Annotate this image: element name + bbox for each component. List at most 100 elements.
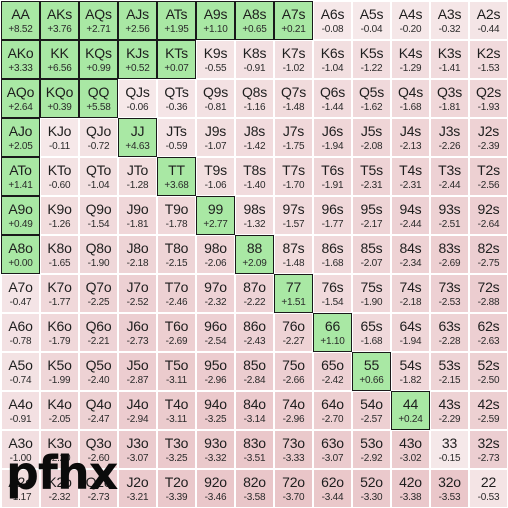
hand-cell[interactable]: ATs +1.95 xyxy=(157,1,196,40)
hand-cell[interactable]: 64s -1.94 xyxy=(391,313,430,352)
hand-cell[interactable]: K6o -1.79 xyxy=(40,313,79,352)
hand-cell[interactable]: Q9s -0.81 xyxy=(196,79,235,118)
hand-cell[interactable]: K8s -0.91 xyxy=(235,40,274,79)
hand-cell[interactable]: AA +8.52 xyxy=(1,1,40,40)
hand-cell[interactable]: 97s -1.57 xyxy=(274,196,313,235)
hand-cell[interactable]: J5o -2.87 xyxy=(118,352,157,391)
hand-cell[interactable]: QJo -0.72 xyxy=(79,118,118,157)
hand-cell[interactable]: 96o -2.54 xyxy=(196,313,235,352)
hand-cell[interactable]: A6o -0.78 xyxy=(1,313,40,352)
hand-cell[interactable]: 75o -2.66 xyxy=(274,352,313,391)
hand-cell[interactable]: K9o -1.26 xyxy=(40,196,79,235)
hand-cell[interactable]: AKs +3.76 xyxy=(40,1,79,40)
hand-cell[interactable]: 52o -3.30 xyxy=(352,469,391,508)
hand-cell[interactable]: J3s -2.26 xyxy=(430,118,469,157)
hand-cell[interactable]: T5s -2.31 xyxy=(352,157,391,196)
hand-cell[interactable]: KTs +0.07 xyxy=(157,40,196,79)
hand-cell[interactable]: Q7s -1.48 xyxy=(274,79,313,118)
hand-cell[interactable]: 54o -2.57 xyxy=(352,391,391,430)
hand-cell[interactable]: 43s -2.29 xyxy=(430,391,469,430)
hand-cell[interactable]: J2s -2.39 xyxy=(469,118,508,157)
hand-cell[interactable]: ATo +1.41 xyxy=(1,157,40,196)
hand-cell[interactable]: 63s -2.28 xyxy=(430,313,469,352)
hand-cell[interactable]: K2o -2.32 xyxy=(40,469,79,508)
hand-cell[interactable]: T8s -1.40 xyxy=(235,157,274,196)
hand-cell[interactable]: J6s -1.94 xyxy=(313,118,352,157)
hand-cell[interactable]: Q8s -1.16 xyxy=(235,79,274,118)
hand-cell[interactable]: T3o -3.25 xyxy=(157,430,196,469)
hand-cell[interactable]: KQs +0.99 xyxy=(79,40,118,79)
hand-cell[interactable]: 55 +0.66 xyxy=(352,352,391,391)
hand-cell[interactable]: A9o +0.49 xyxy=(1,196,40,235)
hand-cell[interactable]: T4s -2.31 xyxy=(391,157,430,196)
hand-cell[interactable]: A4o -0.91 xyxy=(1,391,40,430)
hand-cell[interactable]: J7s -1.75 xyxy=(274,118,313,157)
hand-cell[interactable]: 62o -3.44 xyxy=(313,469,352,508)
hand-cell[interactable]: JJ +4.63 xyxy=(118,118,157,157)
hand-cell[interactable]: 66 +1.10 xyxy=(313,313,352,352)
hand-cell[interactable]: Q9o -1.54 xyxy=(79,196,118,235)
hand-cell[interactable]: K7s -1.02 xyxy=(274,40,313,79)
hand-cell[interactable]: T9o -1.78 xyxy=(157,196,196,235)
hand-cell[interactable]: QJs -0.06 xyxy=(118,79,157,118)
hand-cell[interactable]: J8o -2.18 xyxy=(118,235,157,274)
hand-cell[interactable]: 73o -3.33 xyxy=(274,430,313,469)
hand-cell[interactable]: T2o -3.39 xyxy=(157,469,196,508)
hand-cell[interactable]: A8o +0.00 xyxy=(1,235,40,274)
hand-cell[interactable]: Q7o -2.25 xyxy=(79,274,118,313)
hand-cell[interactable]: KK +6.56 xyxy=(40,40,79,79)
hand-cell[interactable]: T4o -3.11 xyxy=(157,391,196,430)
hand-cell[interactable]: K3o -2.20 xyxy=(40,430,79,469)
hand-cell[interactable]: 84s -2.34 xyxy=(391,235,430,274)
hand-cell[interactable]: 63o -3.07 xyxy=(313,430,352,469)
hand-cell[interactable]: A3o -1.00 xyxy=(1,430,40,469)
hand-cell[interactable]: 62s -2.63 xyxy=(469,313,508,352)
hand-cell[interactable]: T8o -2.15 xyxy=(157,235,196,274)
hand-cell[interactable]: 85o -2.84 xyxy=(235,352,274,391)
hand-cell[interactable]: 32o -3.53 xyxy=(430,469,469,508)
hand-cell[interactable]: A3s -0.32 xyxy=(430,1,469,40)
hand-cell[interactable]: 22 -0.53 xyxy=(469,469,508,508)
hand-cell[interactable]: 32s -2.73 xyxy=(469,430,508,469)
hand-cell[interactable]: 72s -2.88 xyxy=(469,274,508,313)
hand-cell[interactable]: AJs +2.56 xyxy=(118,1,157,40)
hand-cell[interactable]: J4s -2.13 xyxy=(391,118,430,157)
hand-cell[interactable]: 65s -1.68 xyxy=(352,313,391,352)
hand-cell[interactable]: K5s -1.22 xyxy=(352,40,391,79)
hand-cell[interactable]: 77 +1.51 xyxy=(274,274,313,313)
hand-cell[interactable]: Q4s -1.68 xyxy=(391,79,430,118)
hand-cell[interactable]: 42s -2.59 xyxy=(469,391,508,430)
hand-cell[interactable]: 96s -1.77 xyxy=(313,196,352,235)
hand-cell[interactable]: J4o -2.94 xyxy=(118,391,157,430)
hand-cell[interactable]: Q8o -1.90 xyxy=(79,235,118,274)
hand-cell[interactable]: 65o -2.42 xyxy=(313,352,352,391)
hand-cell[interactable]: K6s -1.04 xyxy=(313,40,352,79)
hand-cell[interactable]: 93s -2.51 xyxy=(430,196,469,235)
hand-cell[interactable]: 94o -3.25 xyxy=(196,391,235,430)
hand-cell[interactable]: AQo +2.64 xyxy=(1,79,40,118)
hand-cell[interactable]: 84o -3.14 xyxy=(235,391,274,430)
hand-cell[interactable]: K4o -2.05 xyxy=(40,391,79,430)
hand-cell[interactable]: JTs -0.59 xyxy=(157,118,196,157)
hand-cell[interactable]: J5s -2.08 xyxy=(352,118,391,157)
hand-cell[interactable]: 92s -2.64 xyxy=(469,196,508,235)
hand-cell[interactable]: QTs -0.36 xyxy=(157,79,196,118)
hand-cell[interactable]: Q3o -2.60 xyxy=(79,430,118,469)
hand-cell[interactable]: QQ +5.58 xyxy=(79,79,118,118)
hand-cell[interactable]: J6o -2.73 xyxy=(118,313,157,352)
hand-cell[interactable]: K5o -1.99 xyxy=(40,352,79,391)
hand-cell[interactable]: 44 +0.24 xyxy=(391,391,430,430)
hand-cell[interactable]: 97o -2.32 xyxy=(196,274,235,313)
hand-cell[interactable]: 76s -1.54 xyxy=(313,274,352,313)
hand-cell[interactable]: AJo +2.05 xyxy=(1,118,40,157)
hand-cell[interactable]: 92o -3.46 xyxy=(196,469,235,508)
hand-cell[interactable]: K2s -1.53 xyxy=(469,40,508,79)
hand-cell[interactable]: K8o -1.65 xyxy=(40,235,79,274)
hand-cell[interactable]: A7o -0.47 xyxy=(1,274,40,313)
hand-cell[interactable]: A6s -0.08 xyxy=(313,1,352,40)
hand-cell[interactable]: A2s -0.44 xyxy=(469,1,508,40)
hand-cell[interactable]: JTo -1.28 xyxy=(118,157,157,196)
hand-cell[interactable]: 76o -2.27 xyxy=(274,313,313,352)
hand-cell[interactable]: J8s -1.42 xyxy=(235,118,274,157)
hand-cell[interactable]: J3o -3.07 xyxy=(118,430,157,469)
